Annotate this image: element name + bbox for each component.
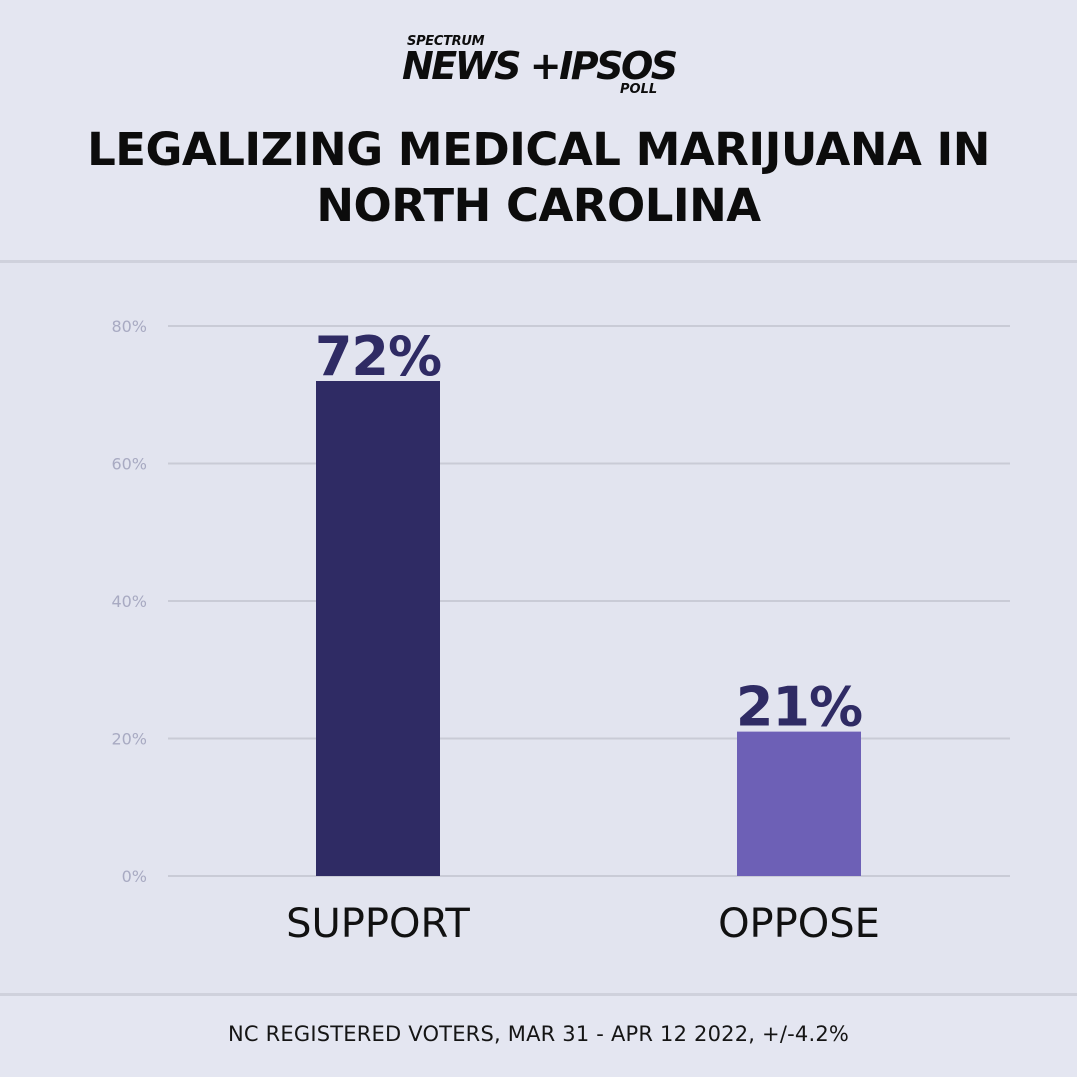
logo-spectrum-text: SPECTRUM <box>407 34 485 49</box>
footer-divider <box>0 993 1077 996</box>
chart-title: LEGALIZING MEDICAL MARIJUANA IN NORTH CAR… <box>87 123 990 232</box>
header-panel <box>0 0 1077 260</box>
category-label-oppose: OPPOSE <box>718 901 880 947</box>
logo-poll-text: POLL <box>620 82 658 97</box>
logo-main-text: NEWS +IPSOS <box>402 44 678 88</box>
y-axis-ticks: 0% 20% 40% 60% 80% <box>111 317 147 886</box>
value-labels: 72% 21% <box>315 325 863 739</box>
y-tick-label: 0% <box>122 867 147 886</box>
header-divider <box>0 260 1077 263</box>
category-label-support: SUPPORT <box>286 901 470 947</box>
value-label-support: 72% <box>315 325 441 388</box>
bar-chart: 0% 20% 40% 60% 80% 72% 21% SUPPORT OPPOSE <box>111 317 1010 947</box>
y-tick-label: 60% <box>111 455 147 474</box>
y-tick-label: 20% <box>111 730 147 749</box>
value-label-oppose: 21% <box>736 676 862 739</box>
bars <box>316 381 861 876</box>
source-footnote: NC REGISTERED VOTERS, MAR 31 - APR 12 20… <box>227 1022 850 1046</box>
gridlines <box>168 325 1010 877</box>
bar-support <box>316 381 440 876</box>
category-labels: SUPPORT OPPOSE <box>286 901 880 947</box>
spectrum-news-ipsos-logo: SPECTRUM NEWS +IPSOS POLL <box>0 34 1077 100</box>
footer-panel <box>0 996 1077 1077</box>
y-tick-label: 80% <box>111 317 147 336</box>
bar-oppose <box>737 731 861 876</box>
y-tick-label: 40% <box>111 592 147 611</box>
